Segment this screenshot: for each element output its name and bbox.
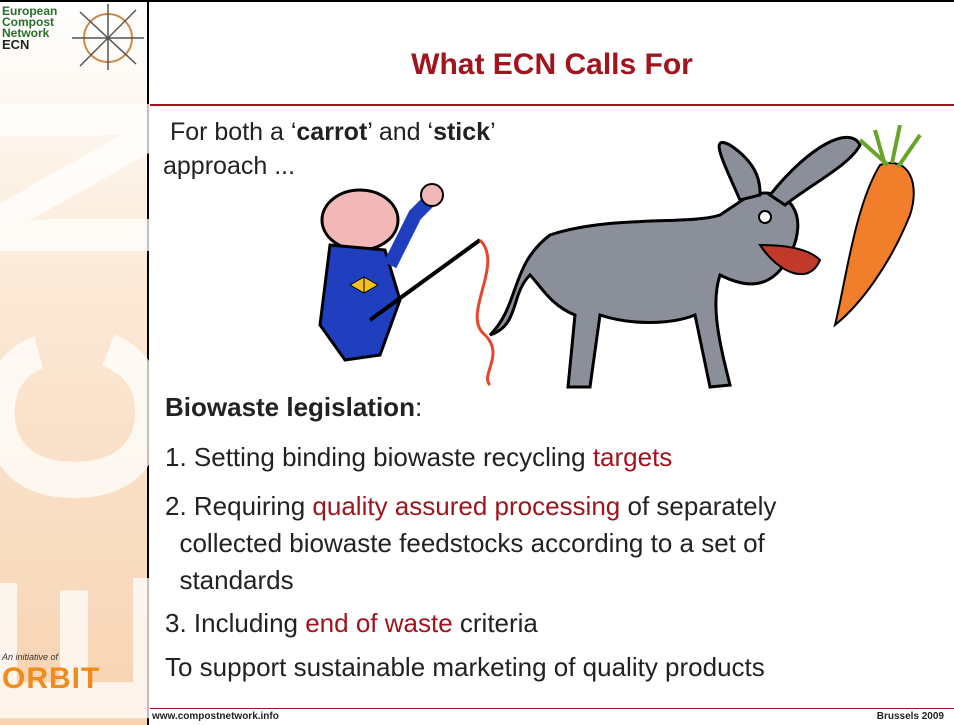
logo-text: European Compost Network ECN bbox=[2, 4, 58, 52]
carrot-figure bbox=[833, 125, 922, 328]
text-run: 2. Requiring bbox=[165, 491, 313, 521]
illustration bbox=[318, 125, 922, 389]
initiative-caption: An initiative of bbox=[2, 652, 59, 662]
title: What ECN Calls For bbox=[150, 48, 954, 82]
man-figure bbox=[318, 183, 495, 387]
text-run: 1. Setting binding biowaste recycling bbox=[165, 442, 593, 472]
text-run: collected biowaste feedstocks according … bbox=[179, 528, 765, 558]
logo-line: Network bbox=[2, 26, 50, 40]
logo-line: ECN bbox=[2, 37, 30, 52]
footer-left: www.compostnetwork.info bbox=[152, 711, 279, 722]
text-run: approach ... bbox=[163, 152, 296, 180]
text-run: ’ and ‘ bbox=[367, 118, 434, 146]
initiative-name: ORBIT bbox=[2, 662, 101, 695]
text-run: For both a ‘ bbox=[169, 118, 297, 146]
sidebar bbox=[0, 0, 148, 725]
footer-right: Brussels 2009 bbox=[876, 711, 944, 722]
text-run: end of waste bbox=[305, 608, 453, 638]
text-run: stick bbox=[433, 118, 491, 146]
list-item: 3. Including end of waste criteria bbox=[165, 608, 538, 639]
list-item: 2. Requiring quality assured processing … bbox=[165, 488, 776, 599]
text-run: criteria bbox=[452, 608, 538, 638]
text-run: 3. Including bbox=[165, 608, 306, 638]
text-run: quality assured processing bbox=[312, 491, 621, 521]
logo-graphic bbox=[72, 4, 144, 70]
list-item: 1. Setting binding biowaste recycling ta… bbox=[165, 442, 672, 473]
text-run: : bbox=[414, 392, 423, 422]
footer-rule bbox=[150, 708, 954, 709]
top-border bbox=[0, 0, 954, 2]
text-run: standards bbox=[179, 565, 294, 595]
logo-line: European bbox=[2, 4, 58, 18]
text-run: targets bbox=[592, 442, 673, 472]
sidebar-border bbox=[147, 0, 149, 725]
donkey-figure bbox=[488, 135, 862, 389]
text-run: carrot bbox=[296, 118, 368, 146]
logo-line: Compost bbox=[2, 15, 54, 29]
title-text: What ECN Calls For bbox=[411, 48, 693, 81]
title-rule bbox=[150, 104, 954, 106]
closing: To support sustainable marketing of qual… bbox=[165, 652, 765, 682]
text-run: of separately bbox=[620, 491, 777, 521]
heading: Biowaste legislation: bbox=[165, 392, 422, 423]
text-run: ’ bbox=[490, 118, 496, 146]
text-run: Biowaste legislation bbox=[165, 392, 415, 422]
intro: For both a ‘carrot’ and ‘stick’ approach … bbox=[163, 115, 496, 183]
